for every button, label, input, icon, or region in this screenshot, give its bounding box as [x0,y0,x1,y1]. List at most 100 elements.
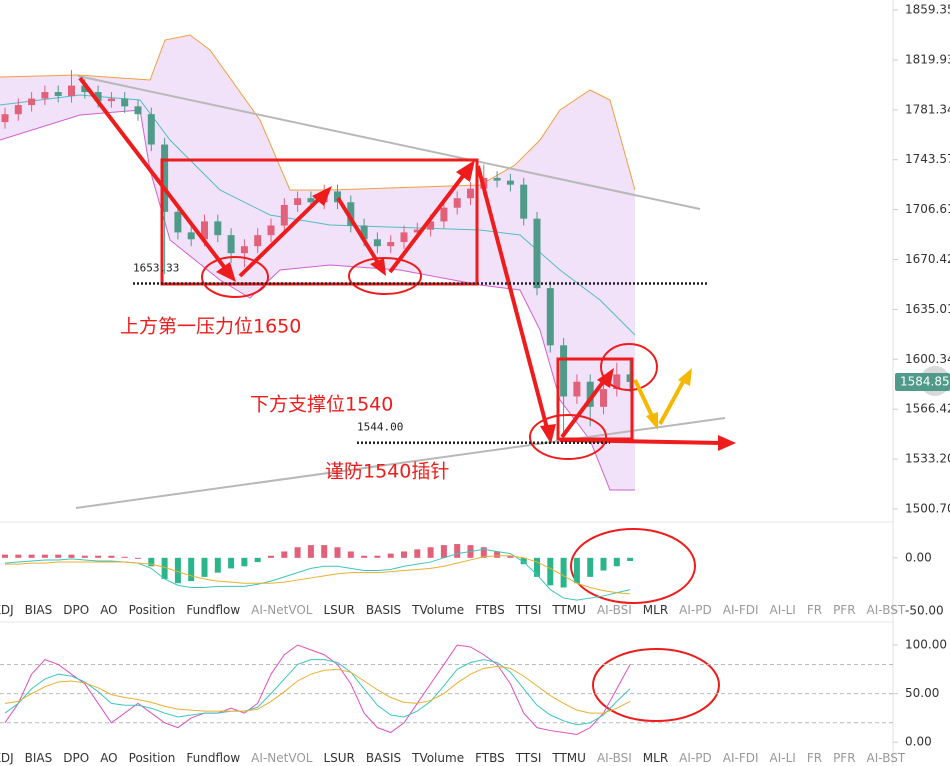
histogram-bar [108,555,115,558]
candle-body [427,221,435,230]
indicator-tab[interactable]: AI-NetVOL [251,751,313,765]
indicator-tab[interactable]: FTBS [475,751,505,765]
indicator-tab[interactable]: AI-BST [866,603,906,617]
candle-body [533,218,541,289]
histogram-bar [401,551,407,558]
y-tick-label: 1743.57 [905,152,950,166]
candle-body [107,98,115,102]
indicator-tab[interactable]: AO [100,603,118,617]
candle-body [240,246,248,254]
candle-body [613,374,621,390]
indicator-tab[interactable]: AI-PD [679,751,712,765]
histogram-bar [600,557,607,571]
y-tick-label: 100.00 [905,638,947,652]
indicator-tab[interactable]: FR [806,751,823,765]
candle-body [254,235,262,247]
indicator-tab[interactable]: AI-LI [769,603,796,617]
candle-body [546,288,554,346]
indicator-tab[interactable]: DPO [63,751,90,765]
indicator-line [5,555,631,595]
indicator-tab[interactable]: TTSI [515,603,542,617]
y-tick-label: 0.00 [905,550,932,564]
histogram-bar [135,557,141,559]
indicator-tab[interactable]: AI-NetVOL [251,603,313,617]
histogram-bar [95,555,102,558]
candle-body [387,242,395,247]
indicator-tab[interactable]: BIAS [24,751,53,765]
candle-body [227,235,235,254]
candle-body [307,198,315,203]
candle-body [134,106,142,115]
histogram-bar [228,557,235,569]
indicator-tab[interactable]: AO [100,751,118,765]
histogram-bar [294,547,301,558]
candle-body [28,98,36,106]
candle-body [94,92,102,102]
indicator-tab[interactable]: Fundflow [186,603,241,617]
histogram-bar [547,557,554,586]
histogram-bar [507,555,514,558]
histogram-bar [214,557,221,573]
candle-body [573,381,581,397]
histogram-bar [427,547,434,558]
indicator-tab[interactable]: MLR [642,603,669,617]
indicator-tab[interactable]: PFR [833,603,856,617]
histogram-bar [281,551,288,558]
indicator-tab[interactable]: BIAS [24,603,53,617]
histogram-bar [2,554,8,558]
indicator-tab[interactable]: DPO [63,603,90,617]
indicator-tab[interactable]: AI-LI [769,751,796,765]
indicator-tab[interactable]: LSUR [323,603,355,617]
histogram-bar [440,545,447,558]
candle-body [214,221,222,236]
indicator-tab[interactable]: Position [128,603,176,617]
y-tick-label: 1670.42 [905,252,950,266]
indicator-tab[interactable]: FTBS [475,603,505,617]
candle-body [467,188,474,199]
histogram-bar [347,551,354,558]
histogram-bar [414,549,421,558]
indicator-tab[interactable]: KDJ [0,751,14,765]
indicator-tab[interactable]: AI-PD [679,603,712,617]
indicator-line [4,659,631,726]
indicator-tab[interactable]: FR [806,603,823,617]
candle-body [201,221,208,240]
price-level-label: 1653.33 [133,261,179,274]
indicator-tab[interactable]: Fundflow [186,751,241,765]
indicator-tab[interactable]: MLR [642,751,669,765]
trend-line [77,75,701,210]
histogram-bar [573,557,580,584]
annotations-shapes [78,76,736,722]
indicator-tab[interactable]: Position [128,751,176,765]
indicator-tab[interactable]: TVolume [412,751,465,765]
candle-body [147,114,155,145]
indicator-tab[interactable]: AI-FDI [722,751,759,765]
last-price-tag [895,372,950,391]
candle-body [54,92,62,96]
indicator-tab[interactable]: AI-BSI [596,603,632,617]
histogram-bar [374,555,381,558]
histogram-bar [161,557,168,579]
indicator-tab[interactable]: AI-FDI [722,603,759,617]
indicator-tab[interactable]: LSUR [323,751,355,765]
indicator-tab[interactable]: BASIS [365,603,402,617]
y-tick-label: 1859.35 [905,3,950,17]
indicator-tab[interactable]: TTMU [552,603,586,617]
candle-body [360,225,368,240]
histogram-bar [613,557,620,567]
annotation: 谨防1540插针 [325,461,449,483]
indicator-tab[interactable]: PFR [833,751,856,765]
indicator-tab[interactable]: TTMU [552,751,586,765]
y-tick-label: 1533.20 [905,452,950,466]
histogram-bar [387,553,394,558]
y-tick-label: 1819.93 [905,52,950,66]
indicator-tab[interactable]: BASIS [365,751,402,765]
y-tick-label: 50.00 [905,686,939,700]
indicator-tab[interactable]: TTSI [515,751,542,765]
indicator-tab[interactable]: AI-BSI [596,751,632,765]
candle-body [81,85,89,93]
indicator-tab[interactable]: AI-BST [866,751,906,765]
indicator-tab[interactable]: KDJ [0,603,14,617]
indicator-tab[interactable]: TVolume [412,603,465,617]
